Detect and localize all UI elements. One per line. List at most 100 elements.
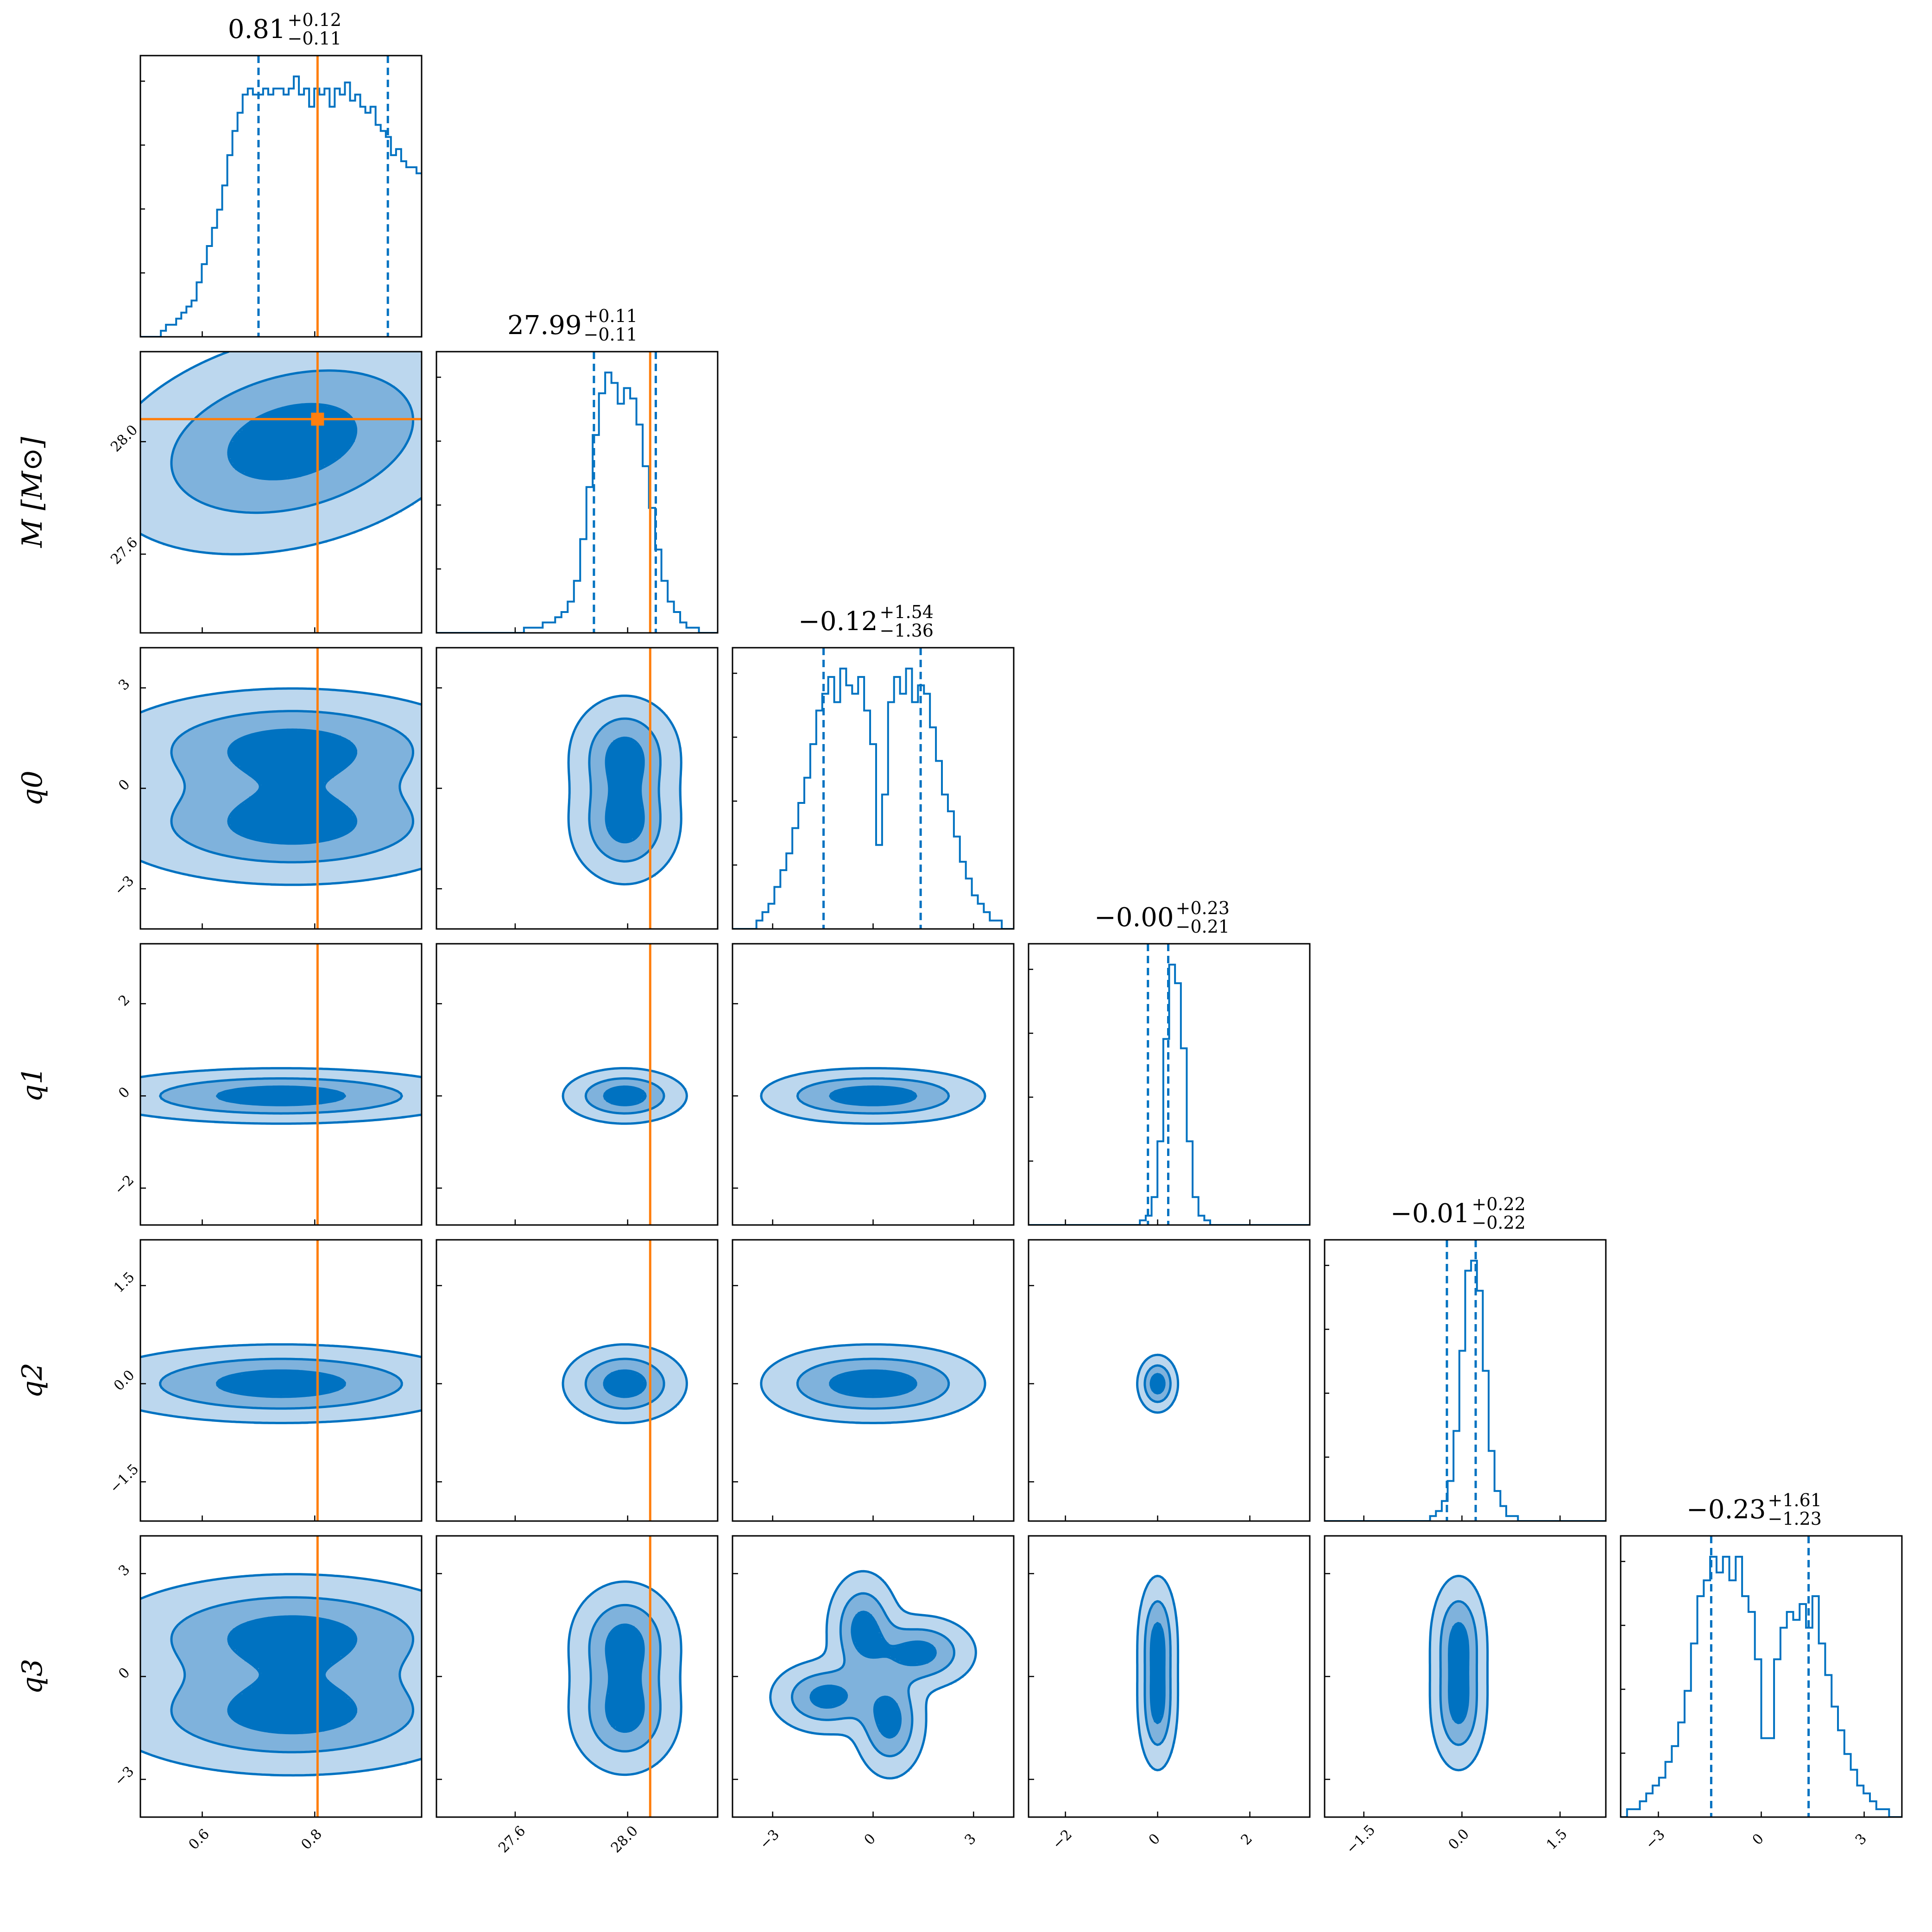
- x-tick-label-q0-1: 0: [861, 1831, 879, 1848]
- panel-frame-1-0: [139, 351, 423, 634]
- x-axis-label-q: q: [272, 1931, 290, 1932]
- title-q1: −0.00 +0.23−0.21: [1094, 898, 1230, 937]
- contour-level-0: [140, 352, 422, 556]
- y-tick-q0-2: 3: [115, 676, 146, 694]
- x-tick-label-q0-2: 3: [961, 1831, 979, 1848]
- histogram-steps-q3: [1621, 1555, 1902, 1817]
- contour-level-0: [140, 1343, 422, 1424]
- title-plus-q3: +1.61: [1768, 1490, 1822, 1510]
- x-axis-label-q3: q3: [1743, 1931, 1779, 1932]
- x-tick-label-q3-1: 0: [1749, 1831, 1767, 1848]
- contour-panel-M-q2: [562, 1240, 688, 1521]
- contour-panel-q-q3: [140, 1536, 422, 1817]
- panel-frame-4-3: [1028, 1239, 1311, 1522]
- contour-level-0: [140, 687, 422, 886]
- x-tick-label-q1-2: 2: [1238, 1831, 1256, 1848]
- x-tick-label-q2-1: 0.0: [1445, 1826, 1472, 1853]
- panel-frame-4-1: [436, 1239, 719, 1522]
- contour-level-2: [809, 1610, 937, 1739]
- contour-level-2: [605, 1623, 645, 1733]
- y-tick-q1-2: 2: [115, 992, 146, 1010]
- y-tick-label-q2-1: 0.0: [111, 1367, 138, 1394]
- title-plus-q0: +1.54: [880, 602, 934, 622]
- contour-level-0: [769, 1570, 977, 1780]
- title-value-q3: −0.23: [1686, 1495, 1766, 1525]
- contour-panel-M-q3: [567, 1536, 682, 1817]
- contour-level-2: [227, 1615, 358, 1735]
- contour-level-1: [588, 717, 662, 863]
- contour-level-2: [829, 1085, 917, 1106]
- contour-level-1: [1143, 1364, 1172, 1403]
- y-axis-label-M: M [M⊙]: [16, 436, 49, 548]
- histogram-q2: [1325, 1240, 1606, 1521]
- y-tick-label-q0-0: −3: [111, 873, 137, 899]
- histogram-steps-q: [140, 75, 422, 337]
- x-tick-label-q-1: 0.8: [298, 1826, 325, 1853]
- contour-level-2: [1448, 1622, 1470, 1724]
- contour-panel-M-q0: [567, 648, 682, 929]
- contour-panel-q-M: [140, 352, 422, 633]
- title-plus-q1: +0.23: [1176, 898, 1230, 918]
- title-minus-q2: −0.22: [1472, 1212, 1526, 1233]
- title-q0: −0.12 +1.54−1.36: [798, 602, 934, 641]
- title-plus-q2: +0.22: [1472, 1194, 1526, 1214]
- y-axis-label-q0: q0: [16, 770, 49, 806]
- contour-panel-q1-q3: [1136, 1575, 1180, 1772]
- histogram-steps-q1: [1029, 963, 1310, 1225]
- histogram-q1: [1029, 944, 1310, 1225]
- title-minus-q1: −0.21: [1176, 916, 1230, 937]
- title-minus-q0: −1.36: [880, 620, 934, 641]
- contour-level-2: [216, 1085, 346, 1106]
- contour-panel-q-q2: [140, 1240, 422, 1521]
- title-minus-q3: −1.23: [1768, 1509, 1822, 1529]
- panel-frame-1-1: [436, 351, 719, 634]
- title-q2: −0.01 +0.22−0.22: [1390, 1194, 1526, 1233]
- y-tick-label-q2-2: 1.5: [111, 1269, 138, 1296]
- contour-level-1: [796, 1357, 950, 1410]
- x-tick-label-q2-0: −1.5: [1343, 1822, 1378, 1857]
- histogram-q3: [1621, 1536, 1902, 1817]
- x-tick-label-q-0: 0.6: [186, 1826, 213, 1853]
- y-tick-label-q0-1: 0: [115, 777, 133, 794]
- x-tick-q2-0: −1.5: [1343, 1812, 1378, 1857]
- x-tick-label-q1-1: 0: [1146, 1831, 1163, 1848]
- histogram-steps-q2: [1325, 1259, 1606, 1521]
- title-value-q1: −0.00: [1094, 903, 1174, 933]
- x-tick-M-1: 28.0: [608, 1812, 641, 1856]
- contour-panel-q0-q1: [760, 1067, 986, 1125]
- contour-panel-q2-q3: [1428, 1575, 1489, 1772]
- title-value-M: 27.99: [507, 310, 581, 341]
- panel-frame-3-0: [139, 943, 423, 1226]
- contour-level-1: [588, 1604, 662, 1753]
- contour-panel-q-q0: [140, 648, 422, 929]
- title-q: 0.81 +0.12−0.11: [228, 10, 341, 49]
- contour-level-0: [140, 1573, 422, 1777]
- contour-panel-q0-q3: [769, 1570, 977, 1780]
- title-value-q0: −0.12: [798, 606, 878, 637]
- x-tick-label-M-1: 28.0: [608, 1823, 641, 1856]
- contour-level-1: [584, 1077, 665, 1115]
- contour-level-2: [1149, 1373, 1166, 1395]
- title-minus-M: −0.11: [584, 324, 638, 345]
- contour-level-2: [605, 736, 645, 844]
- y-tick-label-q3-1: 0: [115, 1665, 133, 1682]
- title-value-q2: −0.01: [1390, 1199, 1470, 1229]
- y-tick-label-q0-2: 3: [115, 676, 133, 694]
- y-axis-label-q2: q2: [16, 1363, 49, 1398]
- contour-level-2: [829, 1369, 917, 1398]
- y-tick-label-q2-0: −1.5: [107, 1461, 142, 1496]
- y-tick-label-M-1: 28.0: [107, 422, 141, 455]
- y-tick-q3-2: 3: [115, 1562, 146, 1579]
- contour-level-0: [140, 1067, 422, 1125]
- contour-panel-q-q1: [140, 944, 422, 1225]
- contour-level-1: [159, 1077, 403, 1115]
- contour-level-2: [603, 1085, 647, 1106]
- contour-level-2: [1149, 1622, 1166, 1724]
- title-minus-q: −0.11: [288, 28, 341, 49]
- title-M: 27.99 +0.11−0.11: [507, 306, 638, 345]
- x-axis-label-q2: q2: [1447, 1931, 1483, 1932]
- title-plus-q: +0.12: [288, 10, 341, 30]
- contour-level-2: [603, 1369, 647, 1398]
- x-axis-label-q0: q0: [855, 1931, 891, 1932]
